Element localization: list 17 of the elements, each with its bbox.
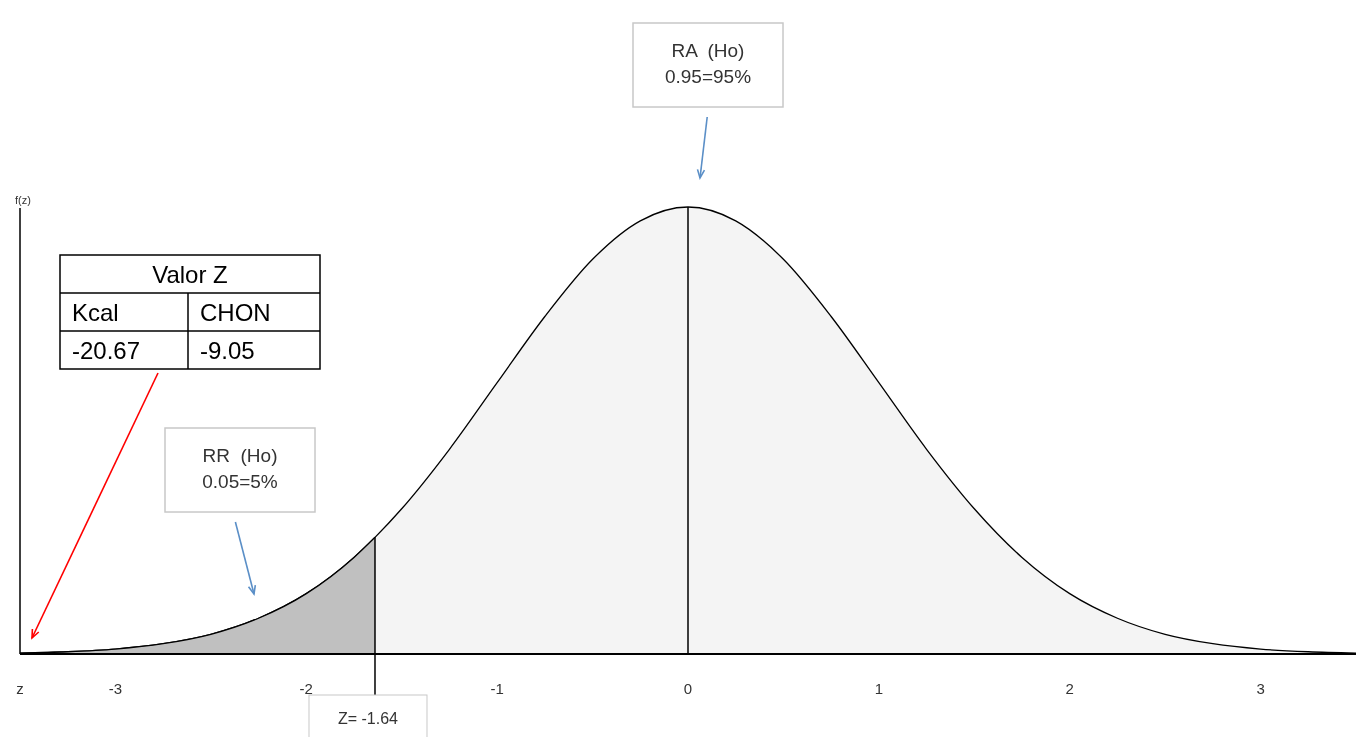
x-tick-label: 3	[1256, 680, 1265, 697]
x-tick-label: -2	[299, 680, 313, 697]
x-tick-label: -1	[490, 680, 504, 697]
annotation: -20.67	[72, 337, 141, 364]
annotation: CHON	[200, 299, 271, 326]
x-tick-label: -3	[108, 680, 123, 697]
y-axis-title: f(z)	[15, 194, 31, 206]
ref-line-label: Z= -1.64	[337, 710, 399, 727]
annotation: RR (Ho) 0.05=5%	[202, 445, 278, 492]
text: RA (Ho) 0.95=95%	[664, 40, 752, 87]
x-tick-label: 0	[683, 680, 693, 697]
annotation: Valor Z	[152, 261, 228, 288]
annotation: Kcal	[72, 299, 119, 326]
x-tick-label: 1	[874, 680, 884, 697]
annotation: -9.05	[200, 337, 255, 364]
x-axis-title: z	[16, 680, 24, 697]
x-tick-label: 2	[1065, 680, 1074, 697]
